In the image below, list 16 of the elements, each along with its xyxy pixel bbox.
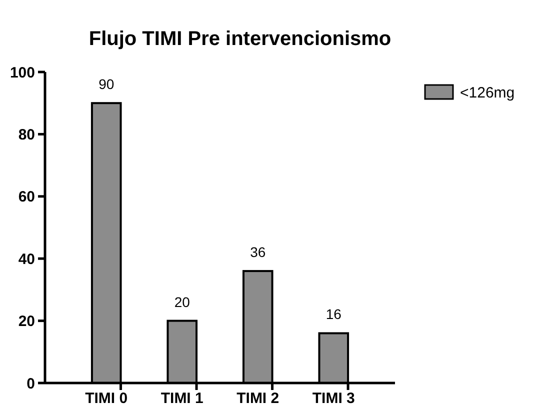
x-tick-label: TIMI 2 bbox=[236, 390, 280, 407]
data-label: 90 bbox=[98, 76, 114, 92]
y-tick-label: 80 bbox=[18, 126, 35, 144]
y-tick-label: 0 bbox=[26, 375, 35, 392]
data-label: 16 bbox=[326, 306, 342, 322]
data-label: 20 bbox=[174, 294, 190, 310]
y-tick-label: 40 bbox=[18, 250, 35, 268]
x-tick-label: TIMI 0 bbox=[85, 390, 128, 407]
data-label: 36 bbox=[250, 244, 266, 260]
x-tick-label: TIMI 3 bbox=[312, 390, 355, 407]
y-tick-label: 60 bbox=[18, 188, 35, 206]
y-tick-label: 20 bbox=[18, 313, 35, 330]
legend-label: <126mg bbox=[460, 84, 515, 102]
chart-title: Flujo TIMI Pre intervencionismo bbox=[88, 28, 392, 50]
y-tick-label: 100 bbox=[10, 64, 35, 82]
x-tick-label: TIMI 1 bbox=[160, 390, 204, 407]
